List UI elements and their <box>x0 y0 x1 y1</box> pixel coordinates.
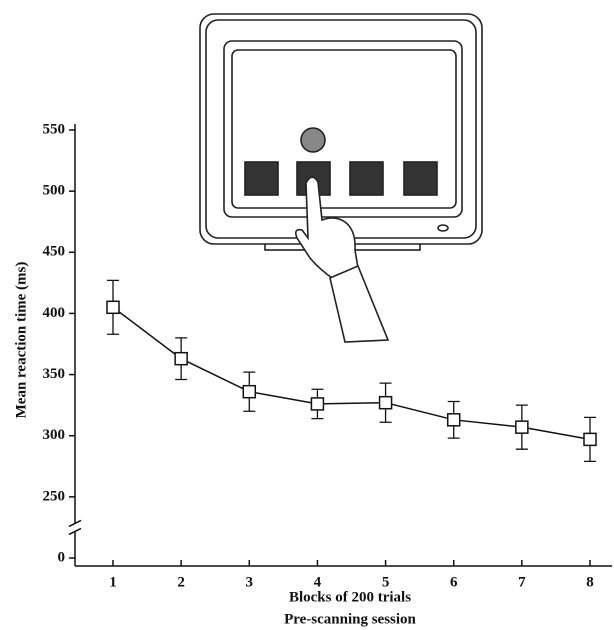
x-tick-label: 2 <box>177 574 185 590</box>
marker <box>107 301 119 313</box>
y-tick-label: 250 <box>43 488 66 504</box>
marker <box>516 421 528 433</box>
x-tick-label: 3 <box>246 574 254 590</box>
marker <box>175 353 187 365</box>
y-tick-label: 350 <box>43 366 66 382</box>
y-axis-label: Mean reaction time (ms) <box>13 262 29 419</box>
y-tick-label: 400 <box>43 305 66 321</box>
marker <box>311 398 323 410</box>
axis-break-gap <box>69 523 81 531</box>
marker <box>448 414 460 426</box>
marker <box>243 386 255 398</box>
x-tick-label: 6 <box>450 574 458 590</box>
monitor-illustration <box>200 14 482 342</box>
x-tick-label: 5 <box>382 574 390 590</box>
y-tick-label: 550 <box>43 121 66 137</box>
y-tick-label: 500 <box>43 183 66 199</box>
y-tick-label: 450 <box>43 244 66 260</box>
x-tick-label: 7 <box>518 574 526 590</box>
marker <box>380 397 392 409</box>
x-tick-label: 1 <box>109 574 117 590</box>
x-axis-sublabel: Pre-scanning session <box>284 611 416 627</box>
x-tick-label: 8 <box>586 574 594 590</box>
y-tick-label: 0 <box>58 549 66 565</box>
x-axis-label: Blocks of 200 trials <box>289 589 411 605</box>
marker <box>584 433 596 445</box>
y-tick-label: 300 <box>43 427 66 443</box>
x-tick-label: 4 <box>314 574 322 590</box>
chart: Mean reaction time (ms) Blocks of 200 tr… <box>0 0 614 630</box>
